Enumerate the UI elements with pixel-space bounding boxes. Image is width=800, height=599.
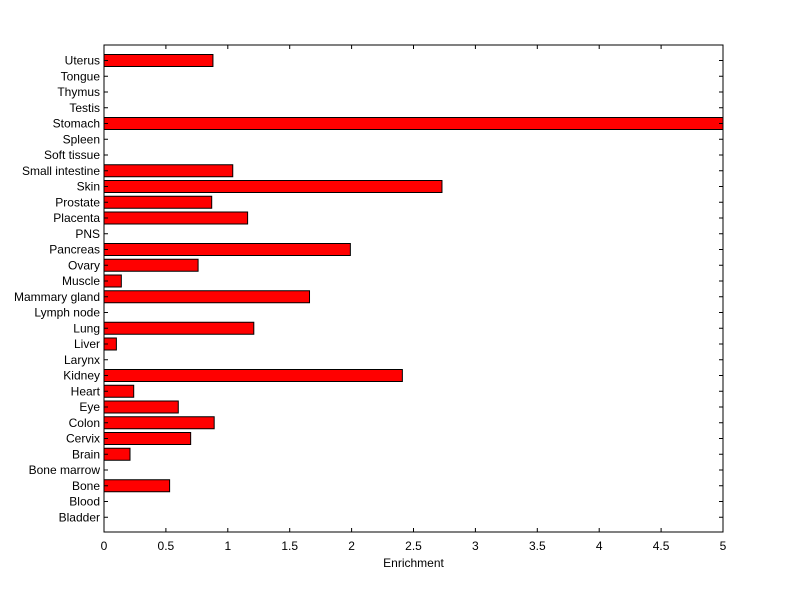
y-tick-label-ovary: Ovary: [68, 258, 100, 272]
bar-prostate: [103, 195, 213, 209]
x-tick-label-6: 3: [472, 539, 479, 553]
bar-uterus: [103, 54, 214, 67]
y-tick-label-liver: Liver: [74, 337, 100, 351]
x-ticks-group: 0 0.5 1 1.5 2 2.5 3 3.5 4 4.5 5: [101, 45, 727, 553]
bar-ovary: [103, 258, 199, 272]
bar-small-intestine: [103, 164, 234, 178]
x-tick-label-2: 1: [224, 539, 231, 553]
x-tick-label-1: 0.5: [158, 539, 175, 553]
y-tick-label-prostate: Prostate: [55, 195, 100, 209]
y-tick-label-bone-marrow: Bone marrow: [29, 463, 101, 477]
x-tick-label-4: 2: [348, 539, 355, 553]
y-tick-label-testis: Testis: [69, 101, 100, 115]
bar-heart: [103, 384, 135, 398]
y-tick-label-soft-tissue: Soft tissue: [44, 148, 100, 162]
bar-lung: [103, 321, 255, 335]
y-tick-label-brain: Brain: [72, 447, 100, 461]
y-tick-label-blood: Blood: [69, 495, 100, 509]
y-tick-label-small-intestine: Small intestine: [22, 164, 100, 178]
y-tick-label-placenta: Placenta: [53, 211, 100, 225]
bar-kidney: [103, 369, 403, 382]
bar-pancreas: [103, 243, 351, 256]
y-tick-label-colon: Colon: [69, 416, 100, 430]
y-tick-label-uterus: Uterus: [65, 54, 100, 68]
x-tick-label-10: 5: [720, 539, 727, 553]
y-tick-label-cervix: Cervix: [66, 432, 100, 446]
x-tick-label-8: 4: [596, 539, 603, 553]
y-tick-label-stomach: Stomach: [53, 117, 100, 131]
plot-frame: [103, 44, 724, 533]
bar-bone: [103, 479, 171, 493]
y-tick-label-skin: Skin: [77, 180, 100, 194]
y-tick-label-spleen: Spleen: [63, 132, 100, 146]
bar-placenta: [103, 211, 249, 225]
bar-stomach: [103, 117, 724, 130]
y-tick-label-bone: Bone: [72, 479, 100, 493]
y-tick-label-thymus: Thymus: [57, 85, 100, 99]
x-axis-title: Enrichment: [383, 556, 444, 570]
x-tick-label-9: 4.5: [653, 539, 670, 553]
y-tick-label-tongue: Tongue: [61, 69, 101, 83]
y-tick-label-lymph-node: Lymph node: [34, 306, 100, 320]
bar-colon: [103, 416, 215, 430]
y-tick-label-pancreas: Pancreas: [49, 243, 100, 257]
x-tick-label-0: 0: [101, 539, 108, 553]
x-tick-label-5: 2.5: [405, 539, 422, 553]
y-tick-label-eye: Eye: [79, 400, 100, 414]
y-tick-label-lung: Lung: [73, 321, 100, 335]
x-tick-label-7: 3.5: [529, 539, 546, 553]
y-tick-label-kidney: Kidney: [63, 369, 100, 383]
y-tick-label-pns: PNS: [75, 227, 100, 241]
x-tick-label-3: 1.5: [281, 539, 298, 553]
bar-eye: [103, 400, 179, 414]
y-tick-label-larynx: Larynx: [64, 353, 100, 367]
bar-cervix: [103, 432, 192, 445]
y-tick-label-heart: Heart: [71, 384, 101, 398]
y-tick-label-mammary-gland: Mammary gland: [14, 290, 100, 304]
y-tick-label-muscle: Muscle: [62, 274, 100, 288]
bar-skin: [103, 180, 443, 193]
bar-mammary-gland: [103, 290, 311, 304]
y-tick-label-bladder: Bladder: [59, 510, 100, 524]
